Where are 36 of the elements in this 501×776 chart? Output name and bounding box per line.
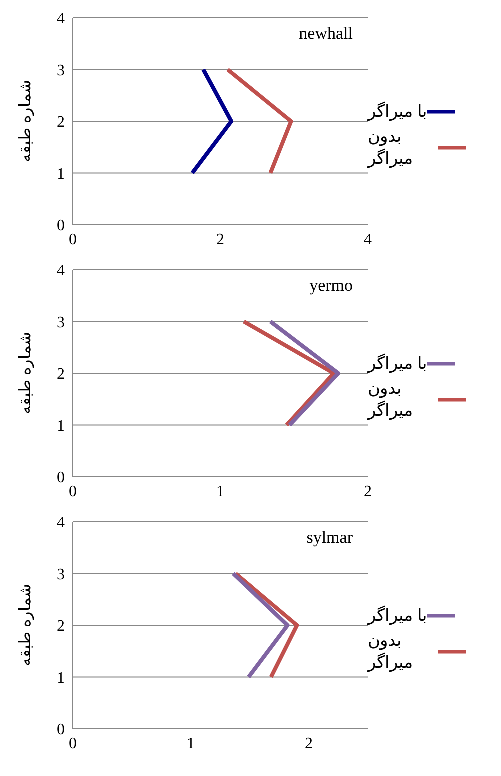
legend-label: بدون میراگر bbox=[368, 126, 414, 170]
legend-label: با میراگر bbox=[368, 353, 428, 375]
y-tick-label: 4 bbox=[57, 10, 65, 28]
y-tick-label: 3 bbox=[57, 566, 65, 584]
y-tick-label: 1 bbox=[57, 670, 65, 687]
y-axis-title: شماره طبقه bbox=[18, 80, 35, 162]
y-tick-label: 0 bbox=[57, 722, 65, 739]
chart-title: yermo bbox=[310, 276, 353, 296]
legend-label: بدون میراگر bbox=[368, 378, 414, 422]
y-axis-title: شماره طبقه bbox=[18, 332, 35, 414]
y-axis-title: شماره طبقه bbox=[18, 584, 35, 666]
y-tick-label: 1 bbox=[57, 418, 65, 435]
y-tick-label: 2 bbox=[57, 114, 65, 132]
legend-label: با میراگر bbox=[368, 605, 428, 627]
x-tick-label: 1 bbox=[187, 735, 195, 752]
y-tick-label: 3 bbox=[57, 62, 65, 80]
x-tick-label: 0 bbox=[69, 231, 77, 248]
y-tick-label: 0 bbox=[57, 470, 65, 487]
y-tick-label: 2 bbox=[57, 618, 65, 636]
y-tick-label: 0 bbox=[57, 218, 65, 235]
y-tick-label: 3 bbox=[57, 314, 65, 332]
x-tick-label: 2 bbox=[305, 735, 313, 752]
y-tick-label: 1 bbox=[57, 166, 65, 183]
legend-label: بدون میراگر bbox=[368, 630, 414, 674]
x-tick-label: 0 bbox=[69, 735, 77, 752]
legend-label: با میراگر bbox=[368, 101, 428, 123]
x-tick-label: 4 bbox=[364, 231, 372, 248]
x-tick-label: 2 bbox=[364, 483, 372, 500]
x-tick-label: 0 bbox=[69, 483, 77, 500]
y-tick-label: 4 bbox=[57, 262, 65, 280]
x-tick-label: 2 bbox=[216, 231, 224, 248]
y-tick-label: 2 bbox=[57, 366, 65, 384]
y-tick-label: 4 bbox=[57, 514, 65, 532]
chart-title: newhall bbox=[299, 24, 353, 44]
chart-title: sylmar bbox=[306, 528, 353, 548]
x-tick-label: 1 bbox=[216, 483, 224, 500]
